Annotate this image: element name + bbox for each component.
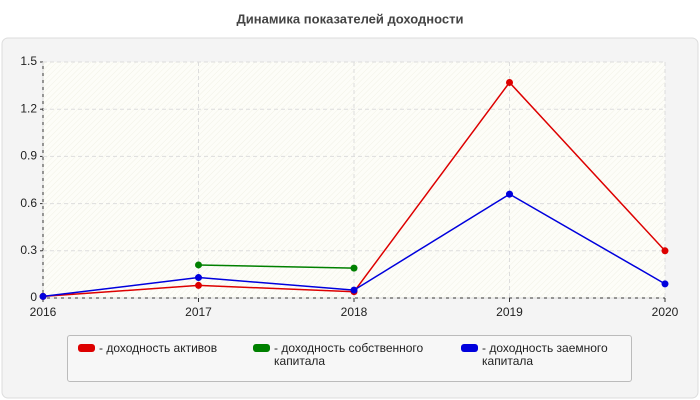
y-tick-label: 0.6: [20, 196, 37, 210]
x-tick-label: 2018: [341, 305, 368, 319]
data-point: [661, 247, 669, 255]
chart-title: Динамика показателей доходности: [236, 11, 463, 26]
x-tick-label: 2016: [30, 305, 57, 319]
x-tick-label: 2017: [185, 305, 212, 319]
data-point: [350, 264, 358, 272]
legend-swatch: [253, 344, 270, 352]
legend-label: - доходность собственного капитала: [274, 341, 424, 368]
legend-label: - доходность активов: [99, 341, 218, 355]
y-tick-label: 0.3: [20, 243, 37, 257]
legend-swatch: [78, 344, 95, 352]
y-tick-label: 0: [30, 290, 37, 304]
legend-label: - доходность заемного капитала: [482, 341, 608, 368]
data-point: [350, 286, 358, 294]
y-tick-label: 1.2: [20, 101, 37, 115]
data-point: [39, 292, 47, 300]
x-tick-label: 2019: [496, 305, 523, 319]
x-tick-label: 2020: [652, 305, 679, 319]
data-point: [506, 190, 513, 198]
y-tick-label: 1.5: [20, 54, 37, 68]
y-tick-label: 0.9: [20, 149, 37, 163]
legend: - доходность активов - доходность собстве…: [67, 335, 632, 382]
legend-item: - доходность собственного капитала: [253, 342, 443, 368]
data-point: [195, 261, 202, 269]
data-point: [195, 281, 202, 289]
series-line: [198, 264, 355, 269]
legend-item: - доходность заемного капитала: [461, 342, 626, 368]
data-point: [195, 274, 202, 282]
legend-item: - доходность активов: [78, 342, 243, 355]
legend-swatch: [461, 344, 478, 352]
data-point: [506, 78, 513, 86]
data-point: [661, 280, 669, 288]
